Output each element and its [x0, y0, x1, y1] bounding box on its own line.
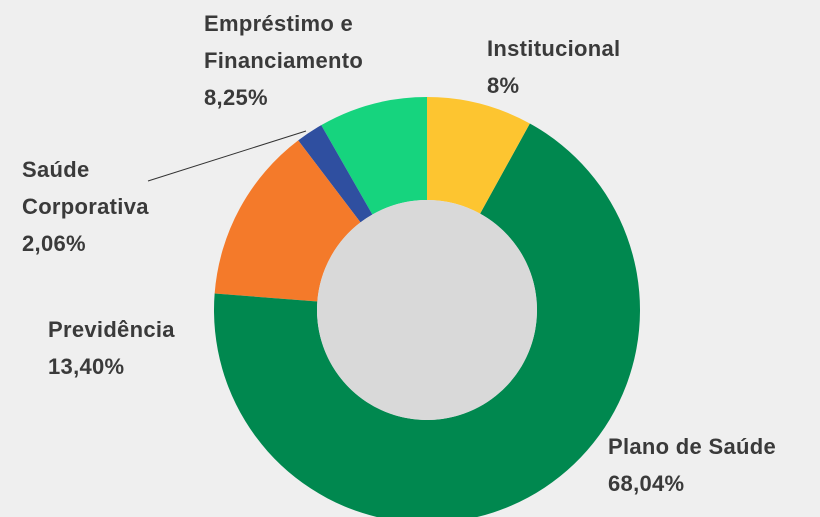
- category-name: Plano de Saúde: [608, 434, 777, 459]
- donut-hole: [317, 200, 537, 420]
- slice-label: Saúde Corporativa 2,06%: [22, 151, 187, 262]
- slice-label: Institucional 8%: [487, 30, 687, 104]
- category-name: Previdência: [48, 317, 175, 342]
- value-label: 2,06%: [22, 231, 86, 256]
- category-name: Institucional: [487, 36, 621, 61]
- slice: [427, 97, 530, 214]
- slice: [321, 97, 427, 215]
- leader-line: [147, 130, 307, 182]
- value-label: 8%: [487, 73, 520, 98]
- slice-label: Plano de Saúde 68,04%: [608, 428, 820, 502]
- slice-label: Previdência 13,40%: [48, 311, 248, 385]
- category-name: Empréstimo e Financiamento: [204, 11, 364, 73]
- value-label: 8,25%: [204, 85, 268, 110]
- category-name: Saúde Corporativa: [22, 157, 149, 219]
- value-label: 13,40%: [48, 354, 125, 379]
- value-label: 68,04%: [608, 471, 685, 496]
- slice: [298, 125, 373, 223]
- slice: [214, 123, 640, 517]
- slice-label: Empréstimo e Financiamento 8,25%: [204, 5, 404, 116]
- slice: [214, 140, 361, 302]
